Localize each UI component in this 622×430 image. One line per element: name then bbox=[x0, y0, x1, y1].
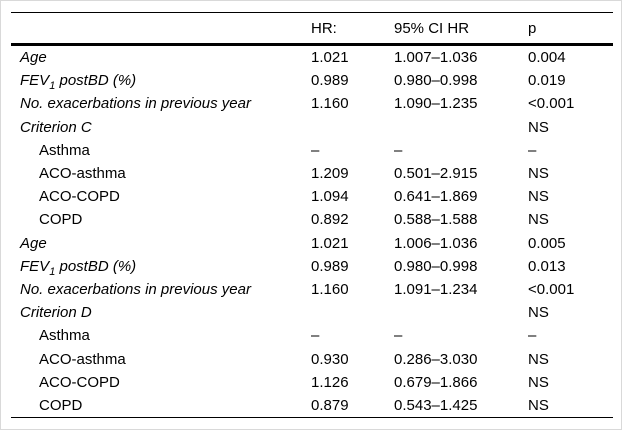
row-label: ACO-asthma bbox=[39, 350, 126, 368]
table-row: Criterion C NS bbox=[11, 116, 613, 139]
table-row: ACO-asthma 1.209 0.501–2.915 NS bbox=[11, 162, 613, 185]
p-value: – bbox=[528, 327, 537, 345]
ci-value: 0.588–1.588 bbox=[394, 211, 478, 229]
row-label: ACO-COPD bbox=[39, 188, 120, 206]
row-label: Criterion D bbox=[20, 304, 92, 322]
table-body: Age 1.021 1.007–1.036 0.004 FEV1 postBD (%) 0… bbox=[11, 46, 613, 418]
table-row: FEV1 postBD (%) 0.989 0.980–0.998 0.013 bbox=[11, 255, 613, 278]
p-value: 0.019 bbox=[528, 72, 566, 90]
row-label: FEV1 postBD (%) bbox=[20, 257, 137, 275]
table-row: FEV1 postBD (%) 0.989 0.980–0.998 0.019 bbox=[11, 69, 613, 92]
ci-value: 0.679–1.866 bbox=[394, 373, 478, 391]
row-label: COPD bbox=[39, 396, 83, 414]
p-value: NS bbox=[528, 188, 549, 206]
hr-value: 1.160 bbox=[311, 280, 349, 298]
table-row: Criterion D NS bbox=[11, 301, 613, 324]
ci-value: 0.980–0.998 bbox=[394, 72, 478, 90]
ci-value: 1.007–1.036 bbox=[394, 49, 478, 67]
ci-value: – bbox=[394, 141, 403, 159]
p-value: 0.005 bbox=[528, 234, 566, 252]
p-value: <0.001 bbox=[528, 95, 575, 113]
row-label: ACO-asthma bbox=[39, 165, 126, 183]
ci-value: 0.501–2.915 bbox=[394, 165, 478, 183]
p-value: 0.004 bbox=[528, 49, 566, 67]
ci-value: 0.980–0.998 bbox=[394, 257, 478, 275]
table-row: Age 1.021 1.007–1.036 0.004 bbox=[11, 46, 613, 69]
hr-value: 0.879 bbox=[311, 396, 349, 414]
ci-value: – bbox=[394, 327, 403, 345]
table-row: ACO-COPD 1.094 0.641–1.869 NS bbox=[11, 185, 613, 208]
row-label: Age bbox=[20, 234, 47, 252]
hr-value: – bbox=[311, 327, 320, 345]
row-label: Asthma bbox=[39, 327, 90, 345]
hr-value: 0.989 bbox=[311, 72, 349, 90]
p-value: 0.013 bbox=[528, 257, 566, 275]
table-row: ACO-COPD 1.126 0.679–1.866 NS bbox=[11, 371, 613, 394]
table-header-row: HR: 95% CI HR p bbox=[11, 12, 613, 46]
table-row: COPD 0.879 0.543–1.425 NS bbox=[11, 394, 613, 417]
hr-value: 0.892 bbox=[311, 211, 349, 229]
hr-value: 1.126 bbox=[311, 373, 349, 391]
ci-value: 1.090–1.235 bbox=[394, 95, 478, 113]
ci-value: 1.091–1.234 bbox=[394, 280, 478, 298]
row-label: Asthma bbox=[39, 141, 90, 159]
ci-value: 0.543–1.425 bbox=[394, 396, 478, 414]
row-label: No. exacerbations in previous year bbox=[20, 280, 251, 298]
hr-value: 1.160 bbox=[311, 95, 349, 113]
column-header-p: p bbox=[528, 19, 537, 37]
row-label: Criterion C bbox=[20, 118, 92, 136]
ci-value: 1.006–1.036 bbox=[394, 234, 478, 252]
table-row: COPD 0.892 0.588–1.588 NS bbox=[11, 208, 613, 231]
hr-value: 1.021 bbox=[311, 234, 349, 252]
hazard-ratio-table: HR: 95% CI HR p Age 1.021 1.007–1.036 0.004… bbox=[11, 12, 613, 418]
p-value: NS bbox=[528, 373, 549, 391]
p-value: NS bbox=[528, 396, 549, 414]
table-row: Asthma – – – bbox=[11, 139, 613, 162]
row-label: ACO-COPD bbox=[39, 373, 120, 391]
row-label: Age bbox=[20, 49, 47, 67]
hr-value: – bbox=[311, 141, 320, 159]
hr-value: 1.021 bbox=[311, 49, 349, 67]
column-header-hr: HR: bbox=[311, 19, 337, 37]
table-row: ACO-asthma 0.930 0.286–3.030 NS bbox=[11, 347, 613, 370]
column-header-ci: 95% CI HR bbox=[394, 19, 470, 37]
table-row: Age 1.021 1.006–1.036 0.005 bbox=[11, 232, 613, 255]
p-value: <0.001 bbox=[528, 280, 575, 298]
hr-value: 0.930 bbox=[311, 350, 349, 368]
row-label: FEV1 postBD (%) bbox=[20, 72, 137, 90]
p-value: NS bbox=[528, 350, 549, 368]
hr-value: 1.094 bbox=[311, 188, 349, 206]
p-value: – bbox=[528, 141, 537, 159]
row-label: No. exacerbations in previous year bbox=[20, 95, 251, 113]
p-value: NS bbox=[528, 165, 549, 183]
p-value: NS bbox=[528, 211, 549, 229]
p-value: NS bbox=[528, 118, 549, 136]
table-row: Asthma – – – bbox=[11, 324, 613, 347]
ci-value: 0.286–3.030 bbox=[394, 350, 478, 368]
hr-value: 1.209 bbox=[311, 165, 349, 183]
ci-value: 0.641–1.869 bbox=[394, 188, 478, 206]
table-row: No. exacerbations in previous year 1.160 1… bbox=[11, 92, 613, 115]
row-label: COPD bbox=[39, 211, 83, 229]
table-row: No. exacerbations in previous year 1.160 1… bbox=[11, 278, 613, 301]
hr-value: 0.989 bbox=[311, 257, 349, 275]
p-value: NS bbox=[528, 304, 549, 322]
